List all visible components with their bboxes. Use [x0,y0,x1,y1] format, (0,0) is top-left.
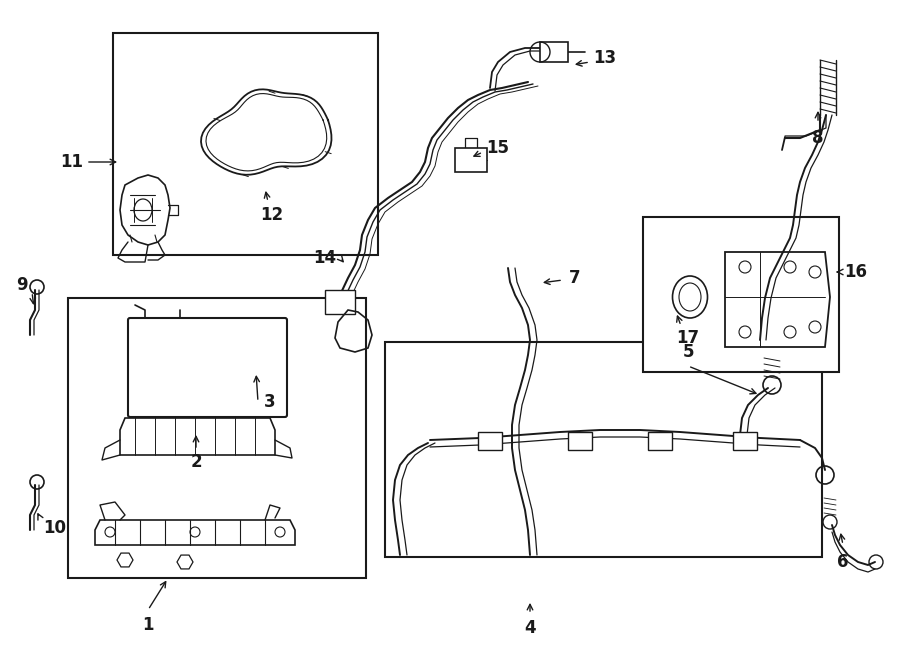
Bar [455,148,487,172]
Bar [325,290,355,314]
Bar [643,217,839,372]
Bar [385,342,822,557]
Text: 4: 4 [524,619,536,637]
Text: 9: 9 [16,276,28,294]
Bar [733,432,757,450]
Text: 13: 13 [593,49,616,67]
Text: 6: 6 [837,553,849,571]
Bar [253,344,275,358]
Text: 10: 10 [43,519,67,537]
Text: 3: 3 [265,393,275,411]
Text: 16: 16 [844,263,868,281]
Bar [113,33,378,255]
FancyBboxPatch shape [128,318,287,417]
Text: 5: 5 [682,343,694,361]
Text: 17: 17 [677,329,699,347]
Text: 12: 12 [260,206,284,224]
Text: 15: 15 [487,139,509,157]
Text: 1: 1 [142,616,154,634]
Bar [540,42,568,62]
Bar [648,432,672,450]
Bar [68,298,366,578]
Text: 11: 11 [60,153,84,171]
Text: 2: 2 [190,453,202,471]
Text: 8: 8 [812,129,824,147]
Text: 7: 7 [569,269,580,287]
Text: 14: 14 [313,249,337,267]
Bar [245,358,283,390]
Bar [478,432,502,450]
Bar [568,432,592,450]
